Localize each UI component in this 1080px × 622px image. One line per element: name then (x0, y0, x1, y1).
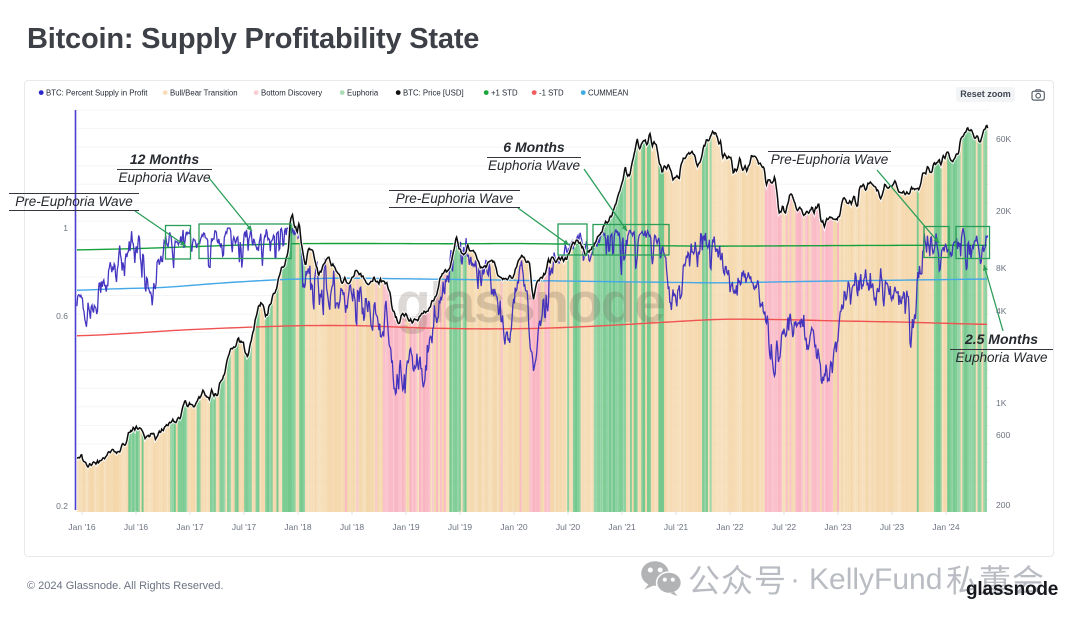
svg-text:Jul '18: Jul '18 (340, 522, 365, 532)
svg-text:4K: 4K (996, 306, 1007, 316)
svg-text:0.6: 0.6 (56, 311, 68, 321)
svg-text:BTC: Price [USD]: BTC: Price [USD] (403, 88, 464, 97)
svg-text:Jan '21: Jan '21 (608, 522, 635, 532)
svg-text:-1 STD: -1 STD (539, 88, 564, 97)
svg-text:Jan '24: Jan '24 (932, 522, 959, 532)
svg-text:Jan '16: Jan '16 (68, 522, 95, 532)
svg-text:CUMMEAN: CUMMEAN (588, 88, 628, 97)
svg-text:Jul '22: Jul '22 (772, 522, 797, 532)
svg-text:Jul '17: Jul '17 (232, 522, 257, 532)
svg-text:8K: 8K (996, 263, 1007, 273)
svg-text:Jul '16: Jul '16 (124, 522, 149, 532)
svg-text:0.2: 0.2 (56, 501, 68, 511)
svg-text:1: 1 (63, 223, 68, 233)
svg-text:Jul '21: Jul '21 (664, 522, 689, 532)
svg-text:Euphoria: Euphoria (347, 88, 379, 97)
svg-text:BTC: Percent Supply in Profit: BTC: Percent Supply in Profit (46, 88, 148, 97)
svg-text:Jul '19: Jul '19 (448, 522, 473, 532)
svg-text:Bull/Bear Transition: Bull/Bear Transition (170, 88, 238, 97)
svg-text:200: 200 (996, 500, 1010, 510)
svg-text:1K: 1K (996, 398, 1007, 408)
svg-text:Jan '17: Jan '17 (176, 522, 203, 532)
svg-text:20K: 20K (996, 206, 1011, 216)
svg-text:60K: 60K (996, 134, 1011, 144)
svg-text:Jan '20: Jan '20 (500, 522, 527, 532)
svg-text:Jan '23: Jan '23 (824, 522, 851, 532)
svg-text:Jan '22: Jan '22 (716, 522, 743, 532)
svg-text:Bottom Discovery: Bottom Discovery (261, 88, 322, 97)
svg-text:Jan '18: Jan '18 (284, 522, 311, 532)
svg-text:Jul '23: Jul '23 (880, 522, 905, 532)
svg-text:+1 STD: +1 STD (491, 88, 518, 97)
svg-text:Jul '20: Jul '20 (556, 522, 581, 532)
svg-text:Jan '19: Jan '19 (392, 522, 419, 532)
svg-text:600: 600 (996, 430, 1010, 440)
